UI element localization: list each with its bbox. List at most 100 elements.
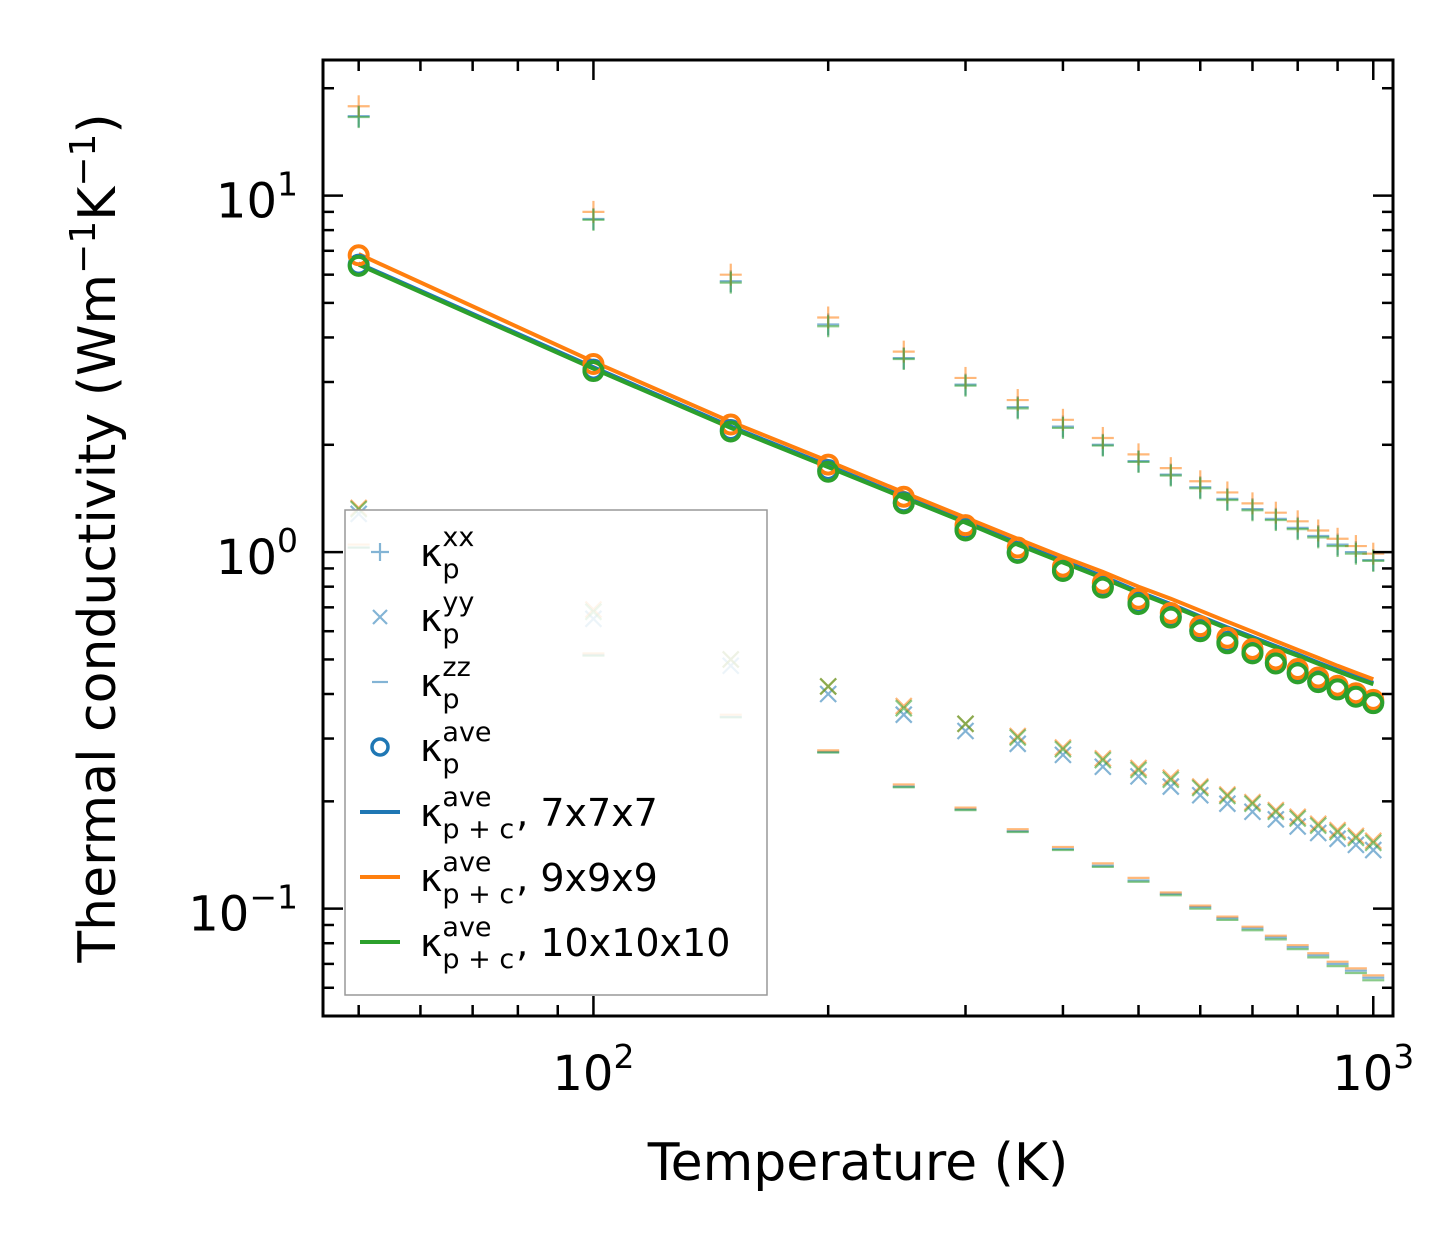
data-point-kyy — [1129, 767, 1148, 786]
series-kzz-10x10x10 — [347, 546, 1385, 982]
data-point-kyy — [956, 722, 975, 740]
data-point-kave — [1127, 593, 1150, 616]
data-point-kave — [582, 352, 605, 375]
data-point-kyy — [1328, 830, 1347, 848]
data-point-kyy — [1243, 794, 1262, 813]
series-kave-10x10x10 — [347, 254, 1385, 715]
data-point-kyy — [1328, 823, 1347, 841]
data-point-kave — [1051, 560, 1074, 583]
data-point-kxx — [892, 348, 915, 371]
series-kxx-10x10x10 — [347, 106, 1385, 572]
data-point-kxx — [1241, 499, 1264, 522]
data-point-kave — [1159, 606, 1182, 629]
data-point-kxx — [1362, 549, 1385, 572]
data-point-kyy — [1054, 746, 1072, 764]
legend-item: κave p + c, 10x10x10 — [360, 912, 730, 975]
data-point-kave — [892, 485, 915, 508]
y-tick-label: 101 — [216, 165, 298, 230]
data-point-kyy — [1162, 777, 1180, 796]
data-point-kyy — [1309, 815, 1328, 833]
legend-box — [344, 509, 768, 996]
legend-label: κave p + c, 9x9x9 — [420, 847, 658, 910]
data-point-kyy — [1162, 768, 1180, 787]
data-point-kave — [1091, 576, 1114, 599]
data-point-kyy — [1008, 735, 1027, 753]
legend-label: κyy p — [420, 587, 474, 650]
x-axis-label: Temperature (K) — [647, 1133, 1069, 1193]
y-axis-label: Thermal conductivity (Wm−1K−1) — [63, 113, 128, 963]
y-tick-label: 100 — [216, 521, 298, 586]
legend-handle-kxx — [371, 543, 389, 561]
data-point-kxx — [1091, 434, 1114, 457]
legend-label: κxx p — [420, 522, 474, 585]
legend-item: κave p + c, 7x7x7 — [360, 782, 658, 845]
data-point-kave — [817, 460, 840, 483]
data-point-kave — [582, 360, 605, 383]
legend-item: κave p — [370, 717, 492, 780]
data-point-kyy — [1094, 749, 1112, 768]
data-point-kyy — [1008, 728, 1027, 747]
data-point-kyy — [1243, 793, 1262, 811]
data-point-kave — [1264, 652, 1287, 675]
data-point-kave — [347, 254, 370, 277]
data-point-kave — [1307, 671, 1330, 694]
series-line-kp-c-ave-9x9x9 — [357, 252, 1374, 682]
data-point-kyy — [1364, 841, 1383, 859]
data-point-kxx — [1051, 416, 1074, 439]
data-point-kyy — [1094, 758, 1112, 776]
data-point-kyy — [1267, 802, 1285, 821]
plot-frame — [321, 58, 1395, 1018]
data-point-kxx — [1326, 535, 1349, 558]
data-point-kxx — [1006, 397, 1029, 420]
data-point-kave — [719, 413, 742, 436]
data-point-kyy — [1347, 836, 1365, 854]
y-axis-label-end: ) — [68, 113, 128, 133]
data-point-kyy — [1129, 759, 1148, 777]
data-point-kyy — [1218, 794, 1237, 813]
data-point-kxx — [1159, 464, 1182, 487]
data-point-kyy — [1191, 779, 1210, 797]
data-point-kyy — [1288, 809, 1307, 828]
data-point-kave — [1189, 620, 1212, 643]
data-point-kxx — [954, 374, 977, 397]
legend-item: κyy p — [372, 587, 474, 650]
data-point-kave — [347, 244, 370, 267]
data-point-kyy — [1347, 829, 1365, 847]
data-point-kyy — [894, 697, 913, 715]
series-kyy-10x10x10 — [349, 500, 1383, 852]
data-point-kyy — [1054, 740, 1072, 759]
data-point-kxx — [347, 106, 370, 129]
legend-item: κzz p — [372, 652, 471, 715]
series-kzz-9x9x9 — [347, 543, 1385, 977]
data-point-kave — [1241, 642, 1264, 665]
series-line-kp-c-ave-10x10x10 — [357, 262, 1374, 687]
data-point-kyy — [1309, 824, 1328, 842]
data-point-kyy — [1243, 802, 1262, 821]
x-tick-label: 103 — [1332, 1037, 1414, 1102]
data-point-kave — [1326, 678, 1349, 701]
tick-labels: 102 103 10−1 100 101 — [188, 165, 1414, 1102]
data-point-kave — [1286, 662, 1309, 685]
legend-handle-kyy — [372, 609, 388, 625]
data-point-kyy — [1347, 827, 1365, 845]
y-axis-label-exp1: −1 — [63, 221, 104, 274]
data-point-kyy — [819, 685, 837, 703]
data-point-kxx — [1286, 518, 1309, 541]
data-point-kave — [954, 519, 977, 542]
legend-item: κave p + c, 9x9x9 — [360, 847, 658, 910]
data-point-kxx — [719, 271, 742, 294]
legend-label: κave p + c, 7x7x7 — [420, 782, 658, 845]
legend-label: κave p — [420, 717, 492, 780]
data-point-kxx — [582, 208, 605, 231]
y-tick-label: 10−1 — [188, 878, 298, 943]
data-point-kxx — [1216, 489, 1239, 512]
data-point-kyy — [819, 677, 837, 696]
plot-marks — [347, 95, 1385, 982]
data-point-kxx — [1264, 509, 1287, 532]
series-kyy-7x7x7 — [349, 505, 1383, 859]
legend-label: κzz p — [420, 652, 471, 715]
legend-handle-kave — [370, 737, 390, 757]
y-axis-label-exp2: −1 — [63, 134, 104, 187]
